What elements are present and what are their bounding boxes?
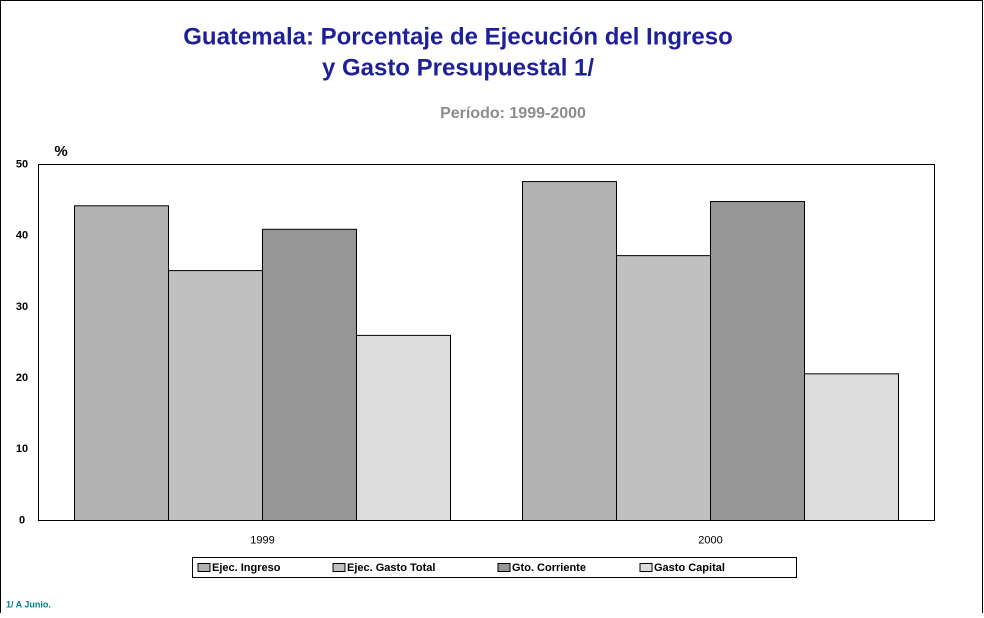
bar: [262, 228, 357, 522]
legend-label: Gasto Capital: [654, 562, 725, 574]
bar: [168, 270, 263, 522]
legend-swatch: [639, 563, 653, 572]
y-tick-label: 50: [16, 158, 28, 170]
legend-swatch: [332, 563, 346, 572]
legend-box: [192, 557, 797, 578]
bar: [710, 201, 805, 522]
bar: [356, 334, 451, 521]
y-tick-label: 10: [16, 443, 28, 455]
bar: [522, 181, 617, 521]
y-tick-label: 20: [16, 372, 28, 384]
y-tick-label: 30: [16, 301, 28, 313]
legend-label: Gto. Corriente: [512, 562, 586, 574]
plot-area: [38, 164, 935, 521]
bar: [804, 373, 899, 521]
y-tick-label: 0: [19, 514, 25, 526]
y-axis-label: %: [54, 143, 67, 160]
chart-title: Guatemala: Porcentaje de Ejecución del I…: [183, 23, 733, 50]
legend-swatch: [497, 563, 511, 572]
footnote: 1/ A Junio.: [6, 599, 51, 609]
x-tick-label: 1999: [250, 534, 274, 546]
chart-subtitle: Período: 1999-2000: [440, 105, 586, 122]
chart-title: y Gasto Presupuestal 1/: [322, 54, 594, 81]
legend-label: Ejec. Ingreso: [212, 562, 281, 574]
y-tick-label: 40: [16, 230, 28, 242]
x-tick-label: 2000: [698, 534, 722, 546]
bar: [74, 205, 169, 522]
legend-swatch: [197, 563, 211, 572]
bar: [616, 255, 711, 522]
legend-label: Ejec. Gasto Total: [347, 562, 435, 574]
